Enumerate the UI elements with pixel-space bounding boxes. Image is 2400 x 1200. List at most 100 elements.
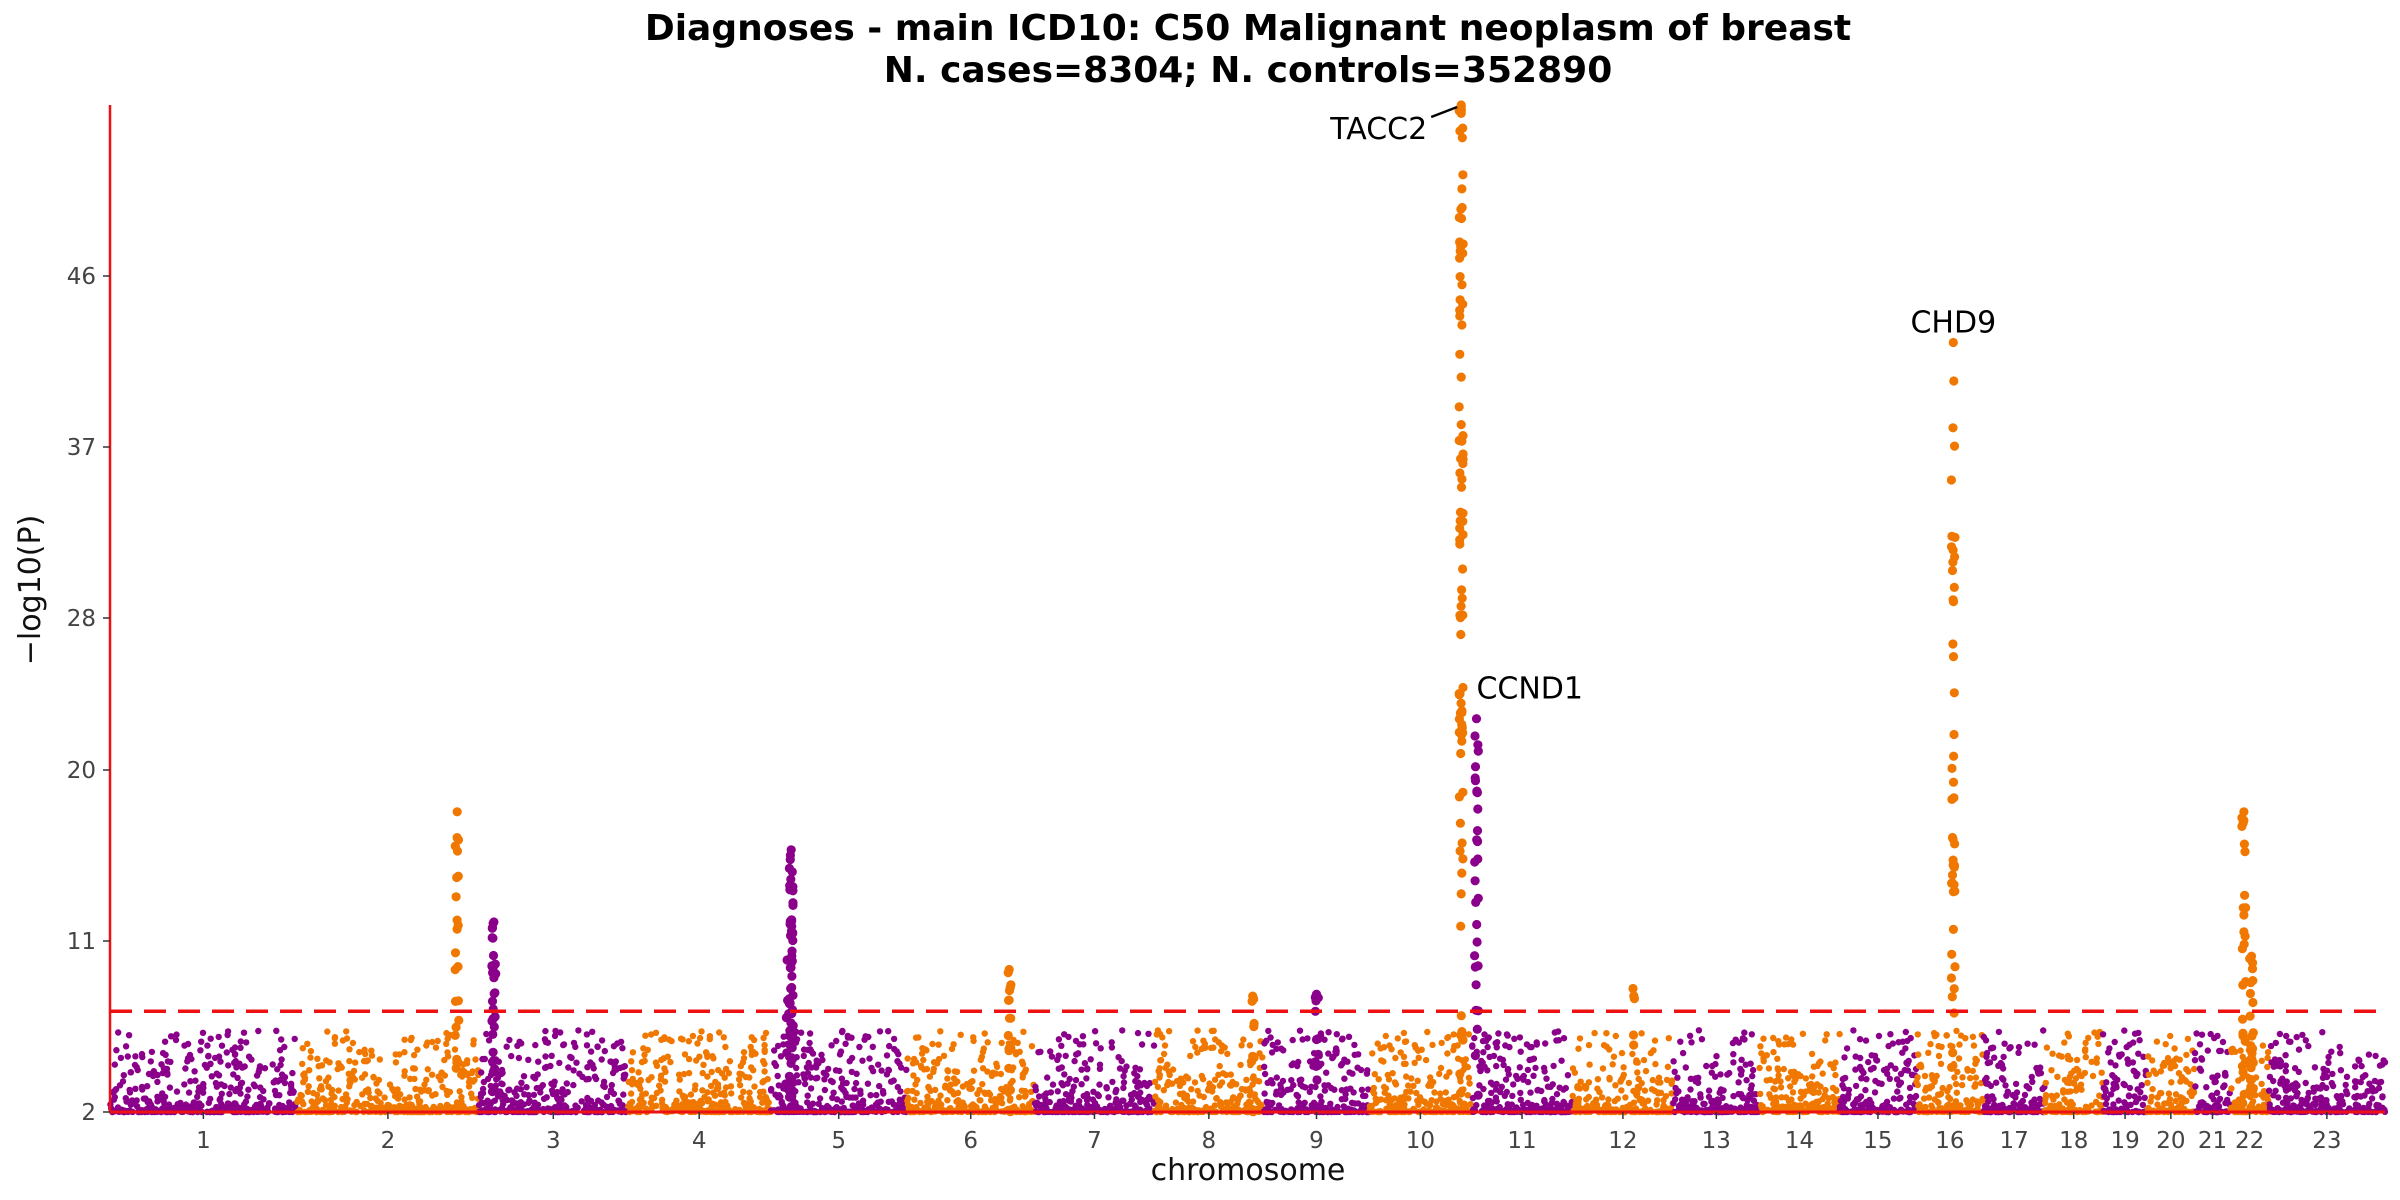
snp-point: [1920, 1095, 1928, 1102]
snp-point: [1325, 1029, 1332, 1036]
snp-point: [1215, 1039, 1223, 1046]
snp-point: [438, 1069, 445, 1076]
snp-point: [804, 1092, 811, 1099]
snp-point: [1108, 1039, 1115, 1046]
snp-point: [2221, 1082, 2228, 1089]
snp-point: [878, 1067, 885, 1074]
snp-point: [617, 1064, 624, 1072]
snp-point: [356, 1048, 363, 1056]
snp-point: [1952, 1080, 1960, 1088]
snp-point: [1698, 1036, 1706, 1043]
snp-point: [2361, 1092, 2368, 1099]
snp-point: [913, 1090, 920, 1097]
snp-point: [1054, 1056, 1061, 1064]
snp-point: [717, 1090, 724, 1098]
snp-point: [573, 1059, 580, 1066]
snp-point: [1677, 1038, 1684, 1045]
snp-point: [1263, 1037, 1270, 1045]
snp-point: [1691, 1098, 1698, 1105]
snp-point: [1560, 1035, 1568, 1042]
snp-point: [1298, 1103, 1305, 1111]
snp-point: [795, 1079, 802, 1086]
snp-point: [1560, 1086, 1567, 1093]
snp-point: [525, 1056, 532, 1064]
snp-point: [2282, 1085, 2289, 1092]
snp-point: [657, 1076, 665, 1083]
snp-point: [351, 1076, 358, 1083]
snp-point: [1137, 1089, 1144, 1096]
snp-point: [832, 1067, 840, 1074]
snp-point: [1914, 1031, 1922, 1038]
snp-point: [1652, 1060, 1659, 1068]
snp-point: [642, 1032, 649, 1039]
snp-point: [350, 1067, 358, 1075]
snp-point: [531, 1075, 539, 1082]
snp-point: [1403, 1073, 1410, 1080]
snp-point: [2342, 1081, 2349, 1089]
snp-point: [2266, 1073, 2274, 1081]
snp-point: [1035, 1093, 1043, 1100]
snp-point: [2140, 1053, 2147, 1061]
snp-point: [322, 1078, 330, 1085]
snp-point: [993, 1063, 1001, 1071]
snp-point: [408, 1101, 415, 1109]
snp-point: [1648, 1086, 1656, 1093]
snp-point: [1730, 1051, 1737, 1058]
snp-point: [434, 1037, 441, 1045]
snp-point: [1857, 1054, 1864, 1062]
snp-point: [1746, 1094, 1754, 1101]
snp-point: [1829, 1093, 1837, 1101]
snp-point: [2031, 1041, 2038, 1048]
snp-point: [1502, 1076, 1510, 1083]
snp-point: [286, 1099, 293, 1106]
snp-point: [1907, 1034, 1914, 1042]
snp-point: [469, 1094, 476, 1102]
snp-point: [1997, 1059, 2005, 1067]
snp-point: [904, 1087, 912, 1095]
snp-point: [2258, 1080, 2265, 1088]
snp-point: [885, 1028, 892, 1035]
snp-point: [1925, 1094, 1933, 1101]
snp-point: [1875, 1032, 1883, 1040]
snp-point: [717, 1100, 724, 1108]
snp-point: [1218, 1048, 1225, 1055]
snp-point: [2065, 1033, 2073, 1040]
snp-point: [423, 1076, 430, 1084]
snp-point: [628, 1058, 635, 1065]
snp-point: [1058, 1064, 1066, 1071]
snp-point: [894, 1083, 901, 1091]
snp-point: [1344, 1058, 1351, 1065]
snp-point: [1092, 1040, 1100, 1047]
snp-point: [1058, 1080, 1065, 1087]
snp-point: [1020, 1028, 1027, 1036]
snp-point: [853, 1070, 860, 1078]
snp-point: [1062, 1052, 1069, 1060]
snp-point: [172, 1036, 180, 1044]
snp-point: [890, 1035, 898, 1043]
snp-point: [1345, 1033, 1353, 1041]
snp-point: [2001, 1040, 2008, 1047]
snp-point: [587, 1059, 594, 1066]
snp-point: [1172, 1099, 1180, 1106]
snp-point: [2380, 1057, 2387, 1064]
snp-point: [1684, 1104, 1691, 1111]
snp-point: [748, 1064, 755, 1071]
snp-point: [1730, 1059, 1737, 1066]
snp-point: [876, 1082, 883, 1090]
snp-point: [277, 1061, 284, 1069]
snp-point: [1194, 1027, 1201, 1034]
snp-point: [707, 1082, 715, 1090]
snp-point: [1380, 1083, 1388, 1091]
snp-point: [1411, 1059, 1418, 1067]
snp-point: [2028, 1073, 2036, 1081]
snp-point: [346, 1046, 353, 1053]
snp-point: [680, 1095, 688, 1102]
snp-point: [979, 1065, 987, 1072]
snp-point: [1852, 1066, 1859, 1073]
snp-point: [667, 1058, 674, 1066]
snp-point: [728, 1090, 735, 1097]
snp-point: [904, 1097, 911, 1105]
snp-point: [1844, 1095, 1852, 1102]
snp-point: [722, 1043, 729, 1051]
snp-point: [950, 1041, 957, 1048]
